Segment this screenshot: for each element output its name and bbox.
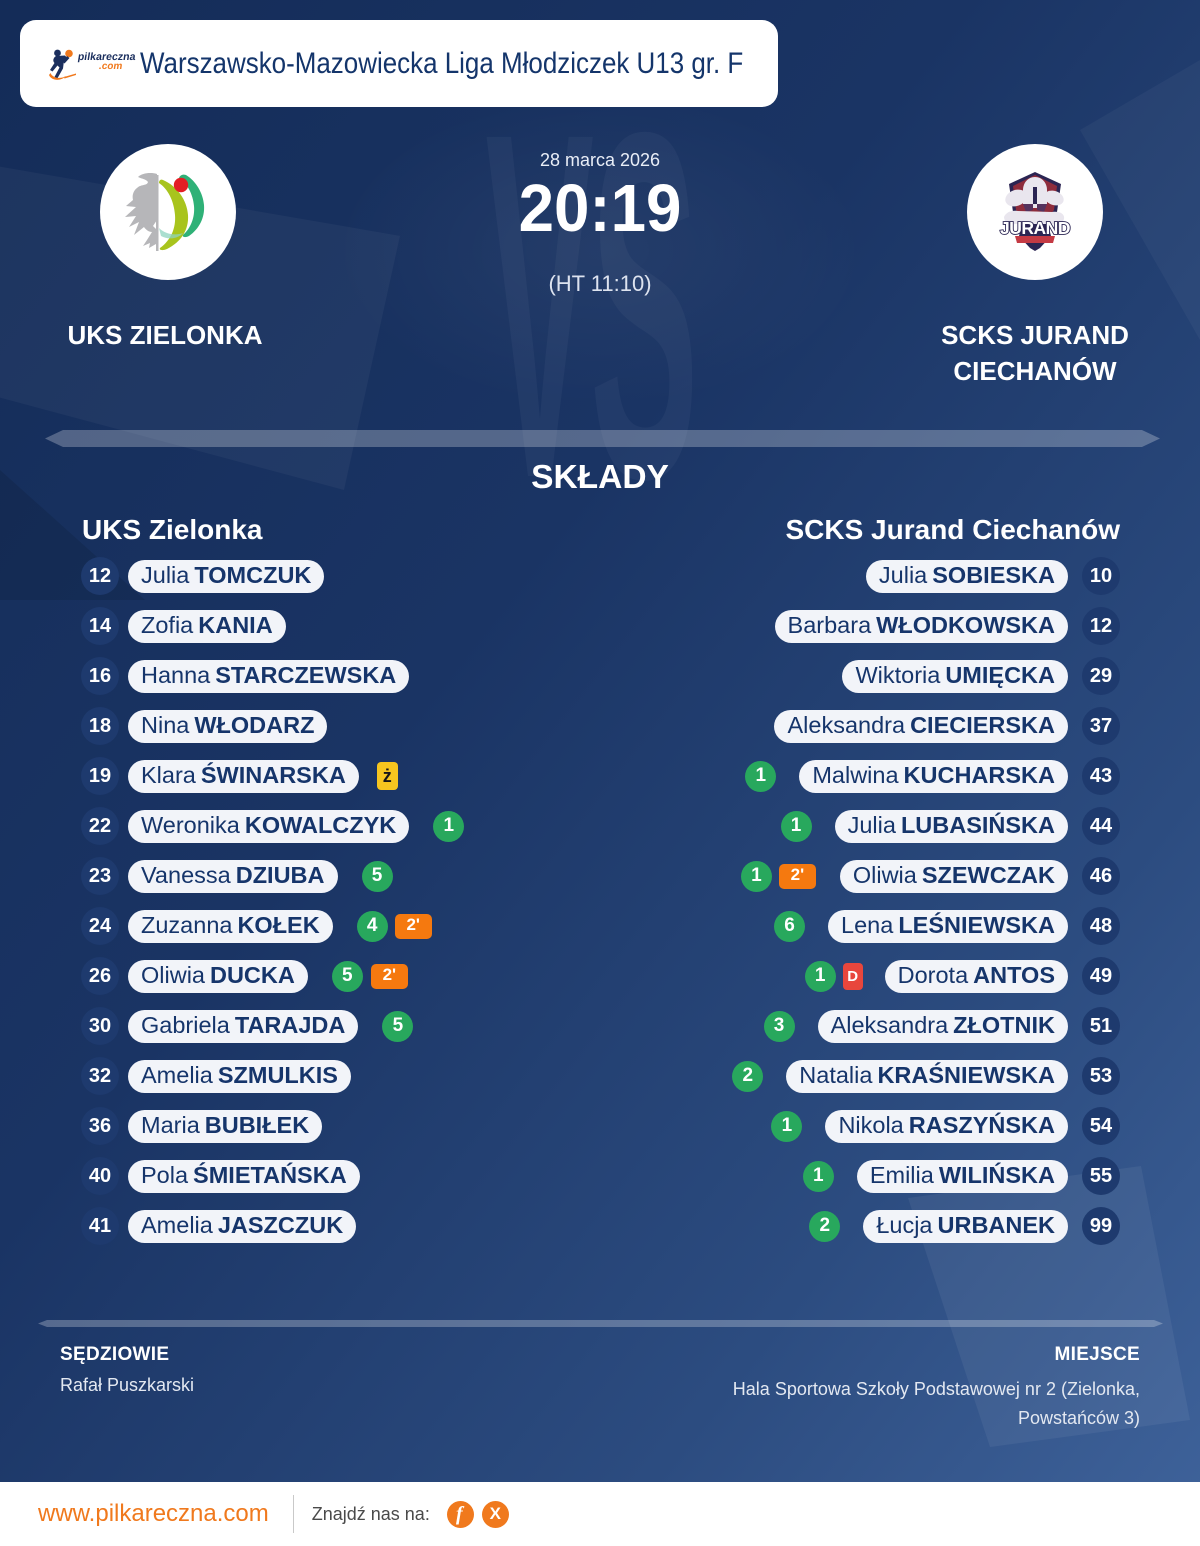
svg-text:JURAND: JURAND xyxy=(1000,218,1070,238)
